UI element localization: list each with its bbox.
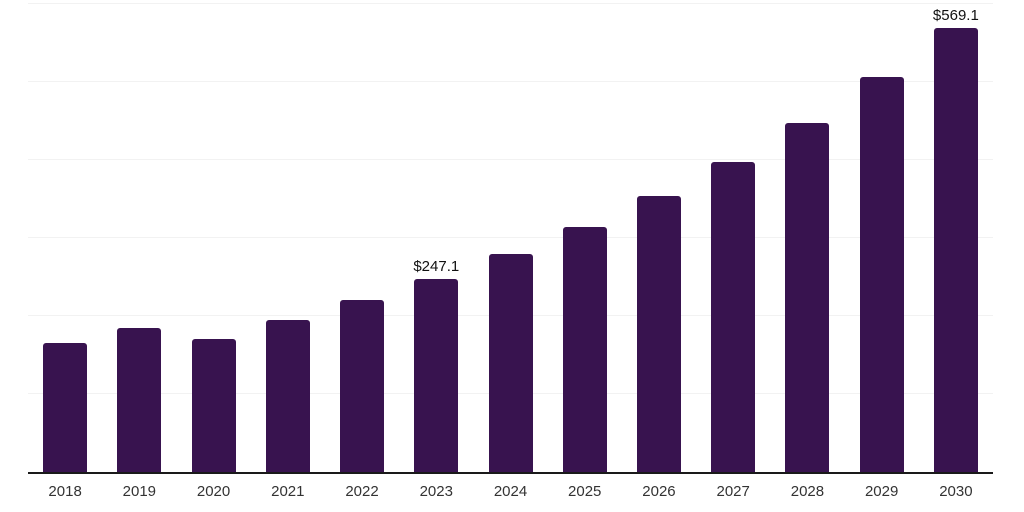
x-tick-2030: 2030 bbox=[939, 483, 973, 500]
x-axis-line bbox=[28, 472, 993, 474]
bar-2024[interactable] bbox=[488, 253, 533, 472]
bar-2023[interactable] bbox=[414, 279, 459, 472]
bar-2029[interactable] bbox=[859, 76, 904, 472]
bar-2028[interactable] bbox=[785, 122, 830, 472]
x-tick-2029: 2029 bbox=[864, 483, 899, 500]
x-tick-2020: 2020 bbox=[196, 483, 231, 500]
bar-2030[interactable] bbox=[933, 28, 978, 472]
bar-2018[interactable] bbox=[43, 342, 88, 472]
bar-2020[interactable] bbox=[191, 338, 236, 472]
bar-2027[interactable] bbox=[711, 162, 756, 472]
x-tick-2021: 2021 bbox=[271, 483, 305, 500]
bar-2021[interactable] bbox=[265, 319, 310, 472]
x-tick-2019: 2019 bbox=[122, 483, 157, 500]
gridline-500 bbox=[28, 81, 993, 82]
x-tick-2025: 2025 bbox=[568, 483, 602, 500]
gridline-300 bbox=[28, 237, 993, 238]
x-tick-2023: 2023 bbox=[419, 483, 453, 500]
x-tick-2026: 2026 bbox=[642, 483, 676, 500]
bar-2022[interactable] bbox=[340, 299, 385, 472]
x-tick-2024: 2024 bbox=[493, 483, 528, 500]
gridline-600 bbox=[28, 3, 993, 4]
bar-2026[interactable] bbox=[636, 195, 681, 472]
x-tick-2022: 2022 bbox=[345, 483, 379, 500]
bar-2019[interactable] bbox=[117, 328, 162, 472]
data-label-2030: $569.1 bbox=[932, 7, 979, 25]
x-tick-2027: 2027 bbox=[716, 483, 750, 500]
x-tick-2028: 2028 bbox=[790, 483, 825, 500]
gridline-400 bbox=[28, 159, 993, 161]
plot-area: $247.1 $569.1 bbox=[28, 3, 993, 472]
x-axis-labels: 2018 2019 2020 2021 2022 2023 2024 2025 2026 2027… bbox=[28, 474, 993, 512]
data-label-2023: $247.1 bbox=[413, 258, 460, 276]
x-tick-2018: 2018 bbox=[48, 483, 82, 500]
bar-2025[interactable] bbox=[562, 227, 607, 472]
